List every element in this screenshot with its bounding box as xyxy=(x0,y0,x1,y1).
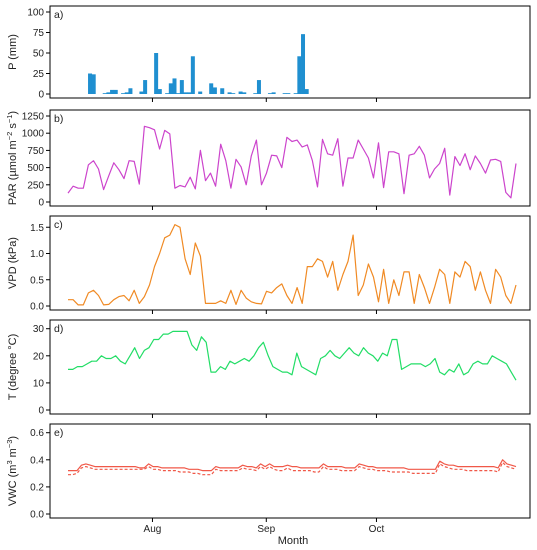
panel-frame xyxy=(49,5,531,99)
y-tick-label: 0 xyxy=(38,406,44,417)
bar xyxy=(121,93,126,94)
y-tick-label: 0.0 xyxy=(30,302,44,313)
series-line xyxy=(68,224,517,306)
series-line xyxy=(67,125,517,199)
y-axis-title: P (mm) xyxy=(7,34,19,70)
month-axis: Aug Sep Oct Month xyxy=(144,524,385,547)
y-tick-label: 250 xyxy=(27,180,44,191)
x-tick-label-oct: Oct xyxy=(369,524,385,535)
bar xyxy=(238,91,243,94)
bar xyxy=(256,80,261,94)
bar xyxy=(143,80,148,94)
series-line xyxy=(68,330,517,381)
panel-frame xyxy=(49,109,531,207)
x-axis-title: Month xyxy=(278,535,309,547)
y-tick-label: 0.0 xyxy=(30,510,44,521)
bar xyxy=(187,92,192,94)
bar xyxy=(165,93,170,94)
bar xyxy=(106,92,111,94)
bar xyxy=(88,73,93,94)
bar xyxy=(157,89,162,94)
panel-frame xyxy=(49,215,531,311)
bar xyxy=(301,34,306,94)
bar xyxy=(183,92,188,94)
bar xyxy=(113,89,118,94)
panel-letter: c) xyxy=(54,219,63,231)
y-axis-title: VPD (kPa) xyxy=(7,237,19,289)
y-axis-title: VWC (m3 m−3) xyxy=(5,436,19,506)
y-tick-label: 10 xyxy=(33,378,45,389)
series-line xyxy=(68,461,517,476)
panel-frame xyxy=(49,423,531,519)
y-axis-title: PAR (µmol m−2 s−1) xyxy=(5,111,19,205)
bar xyxy=(212,87,217,94)
bar xyxy=(293,93,298,94)
panel-frame xyxy=(49,319,531,415)
y-axis-title: T (degree °C) xyxy=(7,334,19,401)
x-tick-label-aug: Aug xyxy=(144,524,162,535)
bar xyxy=(271,92,276,94)
panel-4: d) 0 10 20 30 T (degree °C) xyxy=(7,319,531,418)
y-tick-label: 25 xyxy=(33,69,45,80)
panel-5: e) 0.0 0.2 0.4 0.6 VWC (m3 m−3) xyxy=(5,423,531,522)
y-tick-label: 1.0 xyxy=(30,249,44,260)
bar xyxy=(242,92,247,94)
bar xyxy=(267,93,272,94)
bar xyxy=(110,89,115,94)
y-tick-label: 750 xyxy=(27,146,44,157)
bar xyxy=(297,56,302,94)
y-tick-label: 0.5 xyxy=(30,275,44,286)
panel-letter: b) xyxy=(54,113,63,125)
y-tick-label: 0.6 xyxy=(30,428,44,439)
bar xyxy=(282,93,287,94)
bar xyxy=(91,74,96,94)
panel-letter: a) xyxy=(54,9,63,21)
y-tick-label: 0.4 xyxy=(30,455,44,466)
y-tick-label: 0 xyxy=(38,90,44,101)
y-tick-label: 1.5 xyxy=(30,223,44,234)
x-tick-label-sep: Sep xyxy=(257,524,275,535)
y-tick-label: 100 xyxy=(27,8,44,19)
series-line xyxy=(68,459,517,472)
bar xyxy=(179,80,184,94)
y-tick-label: 30 xyxy=(33,324,45,335)
y-tick-label: 0 xyxy=(38,198,44,209)
bar xyxy=(286,93,291,94)
y-tick-label: 500 xyxy=(27,163,44,174)
bar xyxy=(220,88,225,94)
panel-letter: e) xyxy=(54,427,63,439)
bar xyxy=(172,78,177,94)
bar xyxy=(253,93,258,94)
panel-letter: d) xyxy=(54,323,63,335)
y-tick-label: 1000 xyxy=(22,129,45,140)
bar xyxy=(176,93,181,94)
bar xyxy=(124,92,129,94)
bar xyxy=(227,92,232,94)
bar xyxy=(128,88,133,94)
y-tick-label: 20 xyxy=(33,351,45,362)
bar xyxy=(231,93,236,94)
bar xyxy=(190,56,195,94)
bar xyxy=(209,83,214,94)
y-tick-label: 75 xyxy=(33,28,45,39)
panel-1: a) 0 25 50 75 100 P (mm) xyxy=(7,5,531,102)
bar xyxy=(102,93,107,94)
bar xyxy=(139,91,144,94)
bar xyxy=(198,91,203,94)
bar xyxy=(168,83,173,94)
y-tick-label: 50 xyxy=(33,49,45,60)
bar xyxy=(304,89,309,94)
bar xyxy=(154,53,159,94)
panel-3: c) 0.0 0.5 1.0 1.5 VPD (kPa) xyxy=(7,215,531,314)
y-tick-label: 0.2 xyxy=(30,482,44,493)
y-tick-label: 1250 xyxy=(22,112,45,123)
